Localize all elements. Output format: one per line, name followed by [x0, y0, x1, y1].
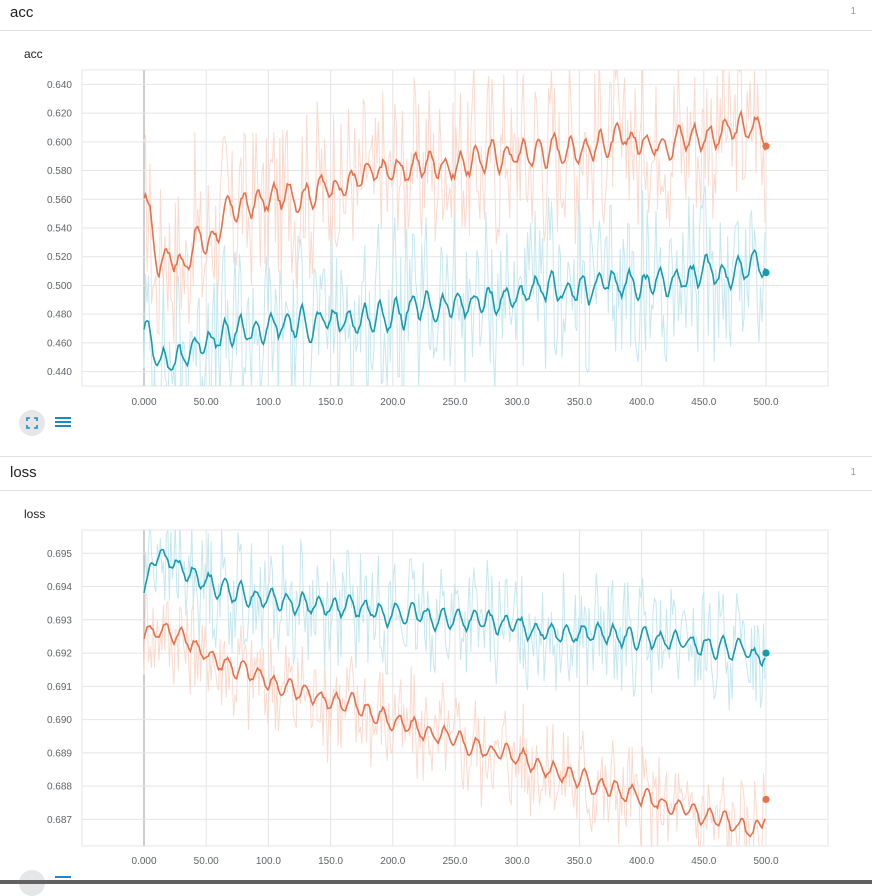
x-tick-label: 200.0: [380, 856, 405, 867]
y-tick-label: 0.690: [47, 715, 72, 726]
x-tick-label: 50.00: [194, 856, 219, 867]
x-tick-label: 0.000: [131, 397, 156, 408]
y-tick-label: 0.687: [47, 815, 72, 826]
y-tick-label: 0.580: [47, 166, 72, 177]
y-tick-label: 0.688: [47, 782, 72, 793]
x-tick-label: 450.0: [691, 856, 716, 867]
toggle-data-table-icon[interactable]: [55, 417, 71, 431]
y-tick-label: 0.540: [47, 224, 72, 235]
x-tick-label: 450.0: [691, 397, 716, 408]
plot-area: [143, 530, 766, 846]
x-tick-label: 150.0: [318, 397, 343, 408]
y-tick-label: 0.600: [47, 137, 72, 148]
series-end-point: [762, 795, 770, 804]
y-tick-label: 0.520: [47, 252, 72, 263]
y-tick-label: 0.689: [47, 748, 72, 759]
section-title: acc: [10, 4, 34, 21]
x-tick-label: 250.0: [442, 397, 467, 408]
raw-series-line: [143, 530, 766, 711]
x-tick-label: 400.0: [629, 856, 654, 867]
raw-series-line: [143, 592, 766, 846]
x-tick-label: 300.0: [505, 397, 530, 408]
x-tick-label: 350.0: [567, 856, 592, 867]
series-end-point: [762, 649, 770, 657]
y-tick-label: 0.500: [47, 281, 72, 292]
x-tick-label: 500.0: [753, 397, 778, 408]
series-end-point: [762, 268, 770, 277]
section-header-loss[interactable]: loss 1: [0, 456, 872, 491]
smoothed-series-line: [143, 622, 766, 838]
y-tick-label: 0.691: [47, 682, 72, 693]
fit-domain-button[interactable]: [19, 410, 45, 436]
y-tick-label: 0.692: [47, 649, 72, 660]
smoothed-series-line: [143, 248, 766, 371]
plot-frame: [81, 529, 829, 847]
x-tick-label: 200.0: [380, 397, 405, 408]
section-count: 1: [850, 6, 856, 17]
x-tick-label: 0.000: [131, 856, 156, 867]
smoothed-series-line: [143, 109, 766, 278]
toggle-data-table-icon[interactable]: [55, 876, 71, 890]
y-tick-label: 0.620: [47, 109, 72, 120]
x-tick-label: 100.0: [256, 397, 281, 408]
y-tick-label: 0.440: [47, 367, 72, 378]
y-tick-label: 0.694: [47, 582, 72, 593]
y-tick-label: 0.693: [47, 615, 72, 626]
plot-area: [143, 70, 766, 386]
x-tick-label: 100.0: [256, 856, 281, 867]
y-tick-label: 0.695: [47, 549, 72, 560]
series-end-point: [762, 142, 770, 150]
y-tick-label: 0.640: [47, 80, 72, 91]
x-tick-label: 150.0: [318, 856, 343, 867]
raw-series-line: [143, 70, 766, 344]
chart-title: acc: [24, 47, 43, 61]
bottom-divider: [0, 880, 872, 884]
fit-domain-icon: [26, 417, 38, 429]
chart-title: loss: [24, 507, 46, 521]
x-tick-label: 500.0: [753, 856, 778, 867]
acc-chart[interactable]: 0.000 50.00 100.0 150.0 200.0 250.0 300.0 350.0…: [0, 0, 872, 408]
y-tick-label: 0.560: [47, 195, 72, 206]
x-tick-label: 400.0: [629, 397, 654, 408]
loss-chart[interactable]: 0.000 50.00 100.0 150.0 200.0 250.0 300.0 350.0…: [0, 500, 872, 880]
section-title: loss: [10, 464, 37, 481]
y-tick-label: 0.460: [47, 338, 72, 349]
x-tick-label: 250.0: [442, 856, 467, 867]
y-tick-label: 0.480: [47, 310, 72, 321]
x-tick-label: 50.00: [194, 397, 219, 408]
section-count: 1: [850, 467, 856, 478]
x-tick-label: 350.0: [567, 397, 592, 408]
section-header-acc[interactable]: acc 1: [0, 0, 872, 31]
plot-frame: [81, 69, 829, 387]
smoothed-series-line: [143, 548, 766, 668]
raw-series-line: [143, 185, 766, 386]
x-tick-label: 300.0: [505, 856, 530, 867]
